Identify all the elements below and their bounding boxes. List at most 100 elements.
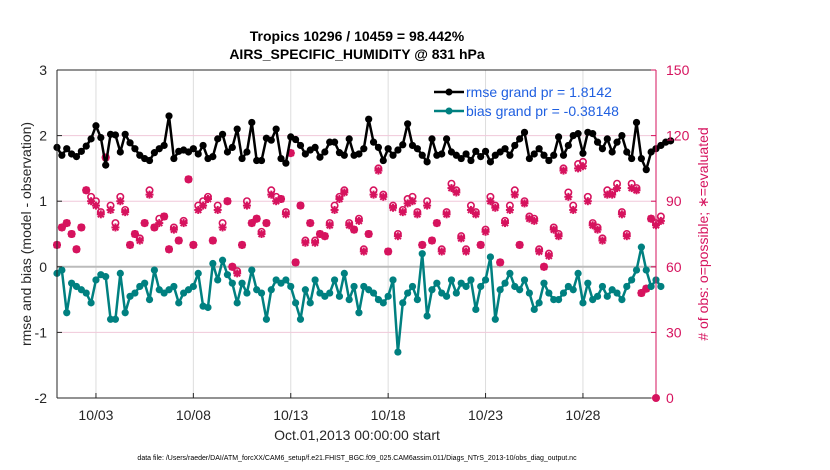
obs-evaluated-stroke xyxy=(423,201,431,210)
obs-evaluated-marker xyxy=(471,210,480,219)
y-tick-label-left: -2 xyxy=(35,390,48,406)
obs-evaluated-marker xyxy=(656,216,665,225)
obs-evaluated-stroke xyxy=(579,162,587,170)
rmse-point xyxy=(593,138,602,146)
obs-evaluated-marker xyxy=(130,230,139,238)
rmse-point xyxy=(72,152,81,161)
bias-point xyxy=(520,276,529,284)
obs-evaluated-marker xyxy=(374,166,383,175)
obs-evaluated-stroke xyxy=(438,247,446,256)
bias-point xyxy=(394,348,402,356)
bias-point xyxy=(175,299,183,307)
bias-point xyxy=(384,292,392,300)
obs-evaluated-marker xyxy=(564,192,573,201)
obs-evaluated-stroke xyxy=(199,201,207,210)
obs-evaluated-marker xyxy=(116,197,125,206)
obs-evaluated-stroke xyxy=(214,206,222,214)
rmse-point xyxy=(603,135,611,143)
obs-evaluated-stroke xyxy=(97,210,105,219)
bias-point xyxy=(618,296,626,304)
obs-evaluated-stroke xyxy=(184,175,193,184)
obs-evaluated-marker xyxy=(145,190,154,199)
y-tick-label-left: 0 xyxy=(39,259,47,275)
obs-evaluated-marker xyxy=(617,210,626,219)
obs-evaluated-marker xyxy=(622,232,631,241)
bias-point xyxy=(369,289,378,297)
bias-point xyxy=(141,279,149,287)
bias-point xyxy=(428,286,436,294)
obs-evaluated-stroke xyxy=(491,204,499,212)
obs-evaluated-stroke xyxy=(92,201,100,210)
obs-evaluated-marker xyxy=(486,197,495,206)
bias-point xyxy=(223,271,232,279)
rmse-series xyxy=(53,112,675,174)
x-axis-label: Oct.01,2013 00:00:00 start xyxy=(274,427,440,443)
obs-evaluated-marker xyxy=(233,269,242,278)
obs-evaluated-marker xyxy=(111,223,120,232)
obs-evaluated-marker xyxy=(364,230,373,238)
x-tick-label: 10/13 xyxy=(273,407,308,423)
bias-point xyxy=(467,276,475,284)
obs-evaluated-stroke xyxy=(340,188,349,197)
obs-evaluated-marker xyxy=(62,219,71,228)
bias-point xyxy=(335,292,344,300)
obs-evaluated-stroke xyxy=(623,232,631,240)
obs-evaluated-stroke xyxy=(233,269,241,278)
obs-evaluated-stroke xyxy=(355,217,363,225)
rmse-point xyxy=(199,141,207,150)
rmse-point xyxy=(97,133,105,142)
bias-point xyxy=(267,286,275,294)
obs-evaluated-marker xyxy=(267,190,276,199)
obs-evaluated-marker xyxy=(330,205,339,214)
bias-point xyxy=(628,276,636,284)
obs-evaluated-stroke xyxy=(379,193,387,201)
obs-evaluated-marker xyxy=(520,199,529,208)
rmse-point xyxy=(574,130,582,138)
obs-evaluated-stroke xyxy=(530,217,538,225)
obs-evaluated-marker xyxy=(165,245,174,254)
rmse-point xyxy=(550,151,558,159)
rmse-point xyxy=(618,132,626,140)
rmse-point xyxy=(209,152,217,161)
bias-point xyxy=(257,289,266,297)
bias-point xyxy=(647,282,655,291)
obs-evaluated-stroke xyxy=(618,210,626,219)
obs-evaluated-stroke xyxy=(165,245,173,254)
rmse-point xyxy=(564,141,572,150)
bias-point xyxy=(642,266,650,274)
rmse-point xyxy=(613,138,621,146)
bias-point xyxy=(82,289,90,297)
obs-evaluated-marker xyxy=(408,197,417,206)
obs-evaluated-stroke xyxy=(330,206,339,214)
obs-evaluated-stroke xyxy=(243,201,251,210)
obs-evaluated-stroke xyxy=(316,230,324,238)
obs-evaluated-stroke xyxy=(364,230,373,238)
bias-point xyxy=(477,282,485,291)
obs-evaluated-marker xyxy=(291,258,300,267)
bias-point xyxy=(491,315,499,323)
obs-evaluated-marker xyxy=(539,262,548,271)
rmse-point xyxy=(374,143,383,152)
rmse-point xyxy=(632,118,641,127)
bias-point xyxy=(204,303,212,312)
obs-evaluated-marker xyxy=(423,201,432,210)
rmse-point xyxy=(442,135,451,143)
obs-evaluated-marker xyxy=(213,205,222,214)
obs-evaluated-stroke xyxy=(77,223,86,232)
y-tick-label-right: 0 xyxy=(666,390,674,406)
obs-evaluated-stroke xyxy=(369,190,378,199)
bias-point xyxy=(311,276,319,284)
rmse-point xyxy=(457,154,465,163)
chart-subtitle: AIRS_SPECIFIC_HUMIDITY @ 831 hPa xyxy=(229,46,485,62)
bias-point xyxy=(418,250,426,258)
obs-evaluated-stroke xyxy=(155,219,163,227)
bias-point xyxy=(233,299,241,307)
bias-point xyxy=(442,292,451,300)
obs-evaluated-marker xyxy=(510,190,519,199)
obs-evaluated-stroke xyxy=(389,204,397,212)
obs-evaluated-stroke xyxy=(540,263,548,271)
obs-evaluated-stroke xyxy=(496,258,504,267)
obs-evaluated-marker xyxy=(354,216,363,225)
bias-series xyxy=(53,243,665,356)
bias-point xyxy=(330,276,339,284)
